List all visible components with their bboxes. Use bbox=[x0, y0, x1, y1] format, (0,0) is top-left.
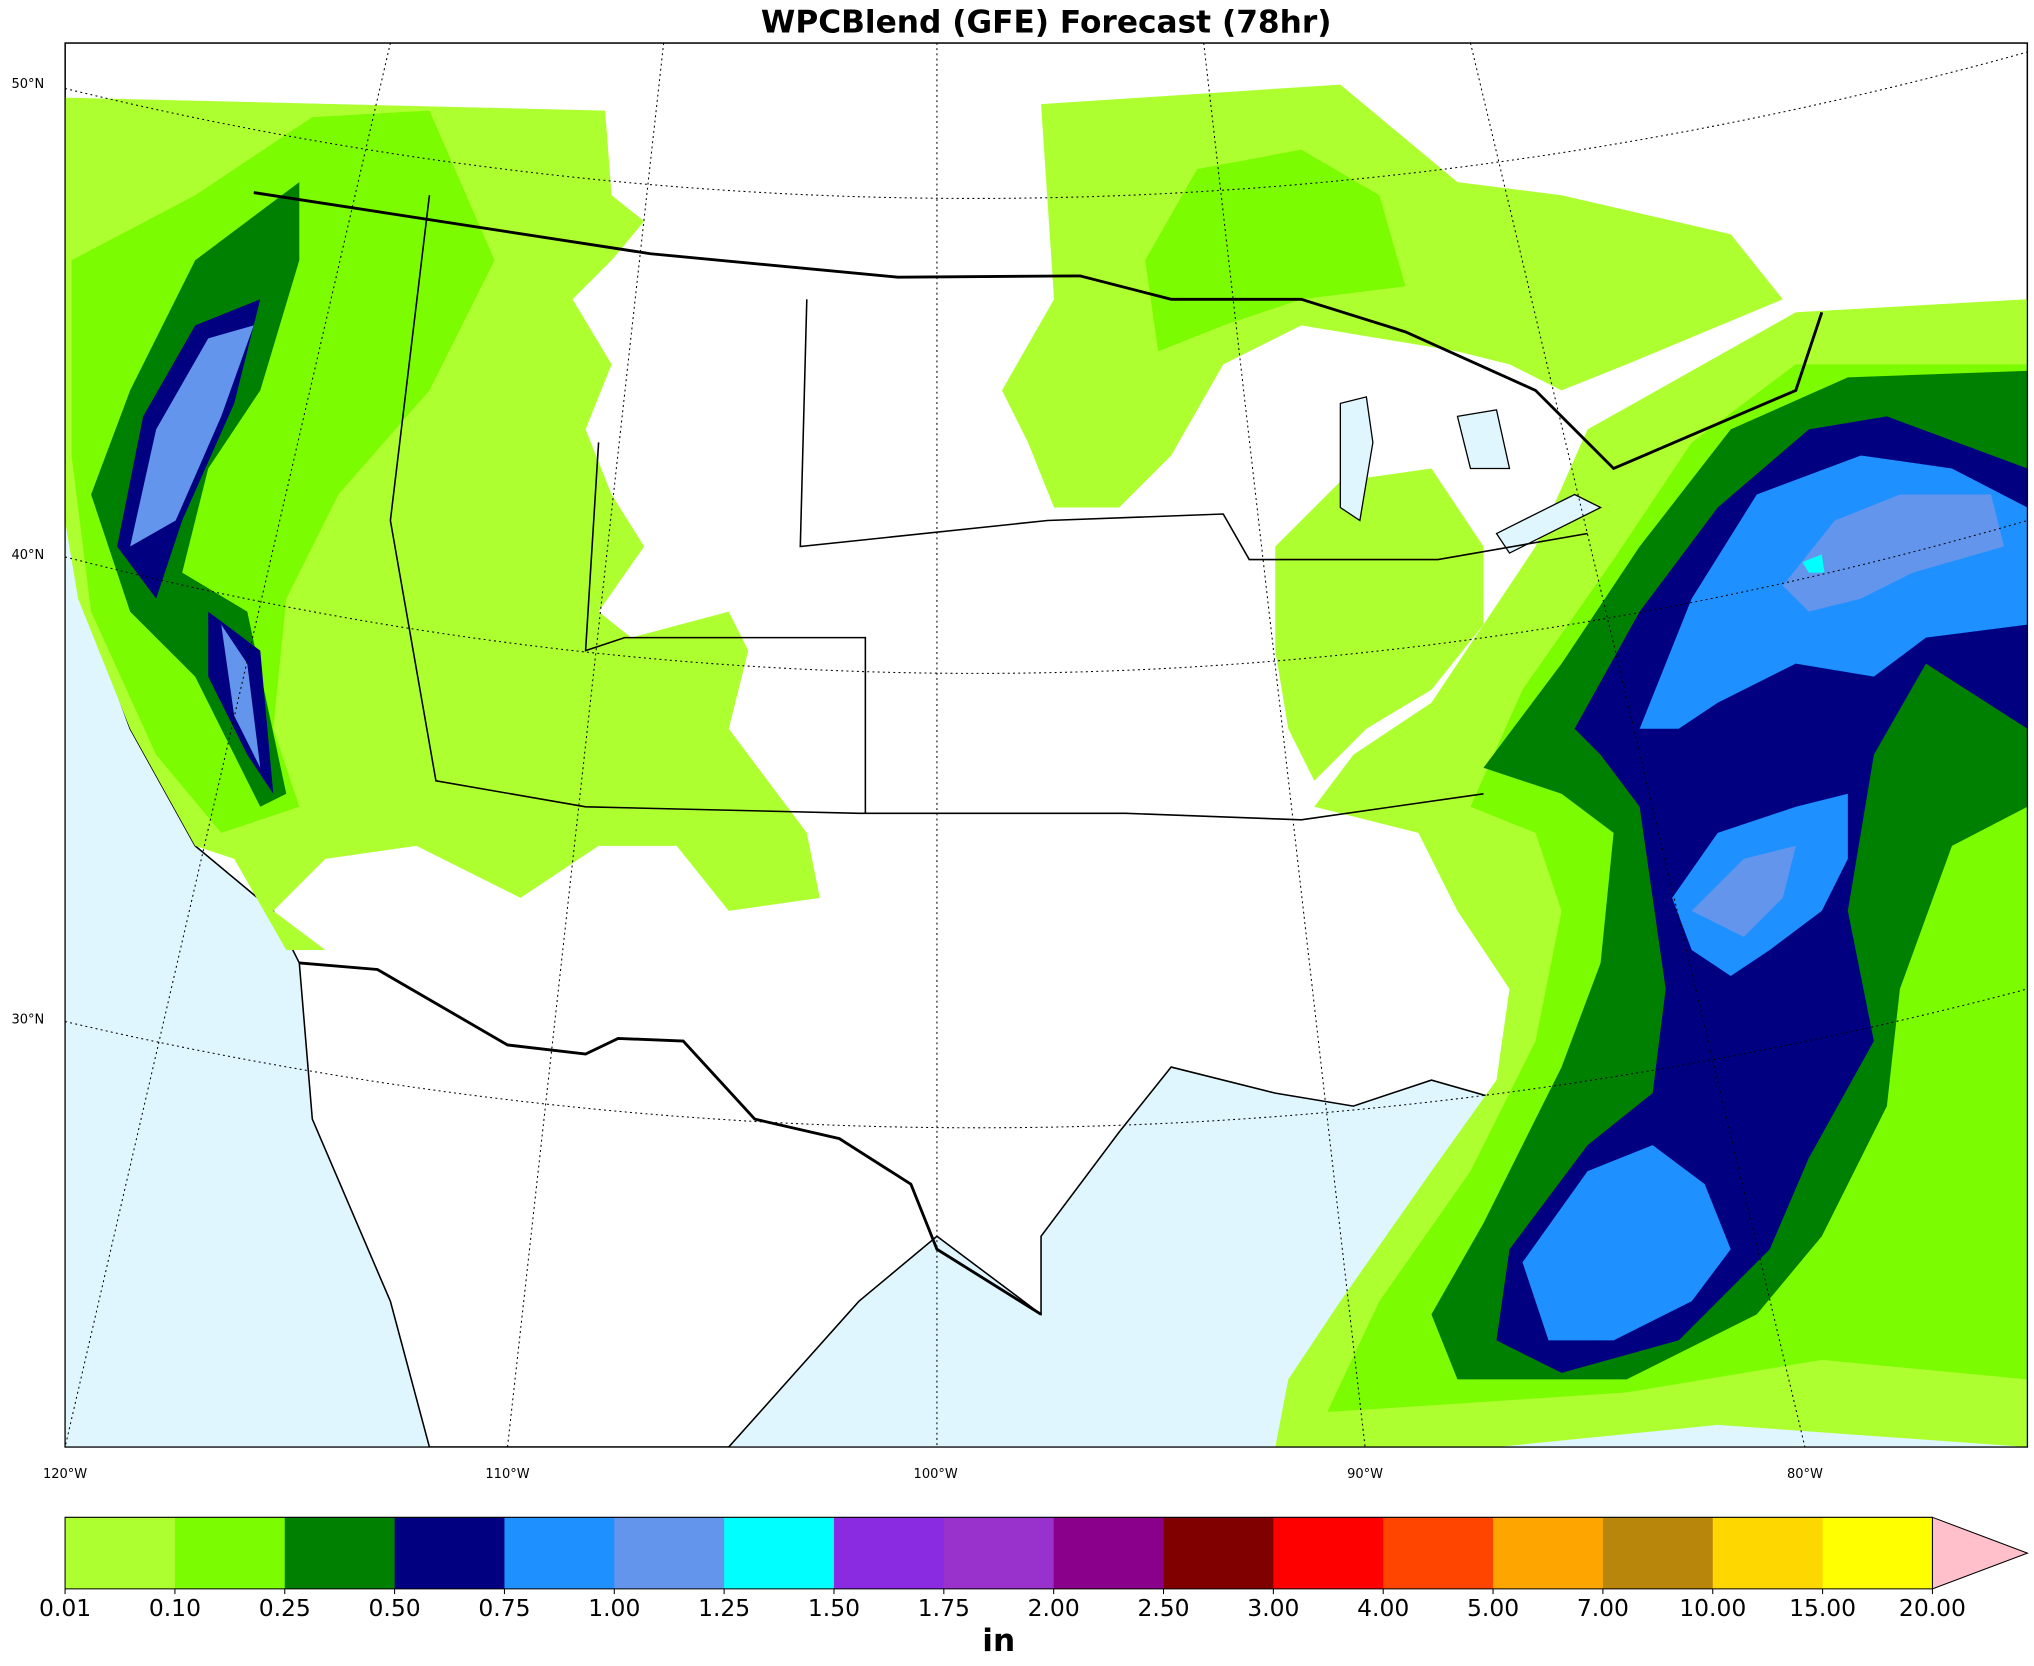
lon-label: 110°W bbox=[485, 1467, 529, 1482]
colorbar-bin bbox=[1163, 1517, 1275, 1589]
lon-label: 120°W bbox=[43, 1467, 87, 1482]
colorbar-label: in bbox=[982, 1623, 1015, 1659]
colorbar-tick-label: 20.00 bbox=[1899, 1594, 1966, 1622]
lat-label: 40°N bbox=[11, 548, 44, 563]
colorbar-bin bbox=[1822, 1517, 1934, 1589]
lon-label: 100°W bbox=[914, 1467, 958, 1482]
map-frame bbox=[64, 42, 2029, 1448]
colorbar-tick-label: 4.00 bbox=[1357, 1594, 1409, 1622]
colorbar-bin bbox=[174, 1517, 286, 1589]
colorbar-bin bbox=[394, 1517, 506, 1589]
colorbar-tick-label: 10.00 bbox=[1679, 1594, 1746, 1622]
colorbar-bin bbox=[1493, 1517, 1604, 1589]
lat-label: 50°N bbox=[11, 77, 44, 92]
colorbar-bin bbox=[724, 1517, 835, 1589]
colorbar-tick-label: 0.01 bbox=[39, 1594, 91, 1622]
colorbar-tick-label: 1.75 bbox=[918, 1594, 970, 1622]
colorbar-frame bbox=[64, 1516, 1933, 1590]
lon-label: 80°W bbox=[1787, 1467, 1823, 1482]
graticule bbox=[65, 42, 2028, 1448]
colorbar-tick-label: 2.50 bbox=[1137, 1594, 1189, 1622]
colorbar-tick-label: 7.00 bbox=[1577, 1594, 1629, 1622]
colorbar-tick-label: 0.25 bbox=[259, 1594, 311, 1622]
colorbar-bin bbox=[833, 1517, 945, 1589]
colorbar-tick-label: 0.50 bbox=[369, 1594, 421, 1622]
title: WPCBlend (GFE) Forecast (78hr) bbox=[761, 4, 1332, 40]
precip-west bbox=[65, 97, 820, 950]
colorbar-tick-label: 0.10 bbox=[149, 1594, 201, 1622]
colorbar-bin bbox=[1712, 1517, 1824, 1589]
colorbar-bin bbox=[1383, 1517, 1494, 1589]
lakes bbox=[1339, 396, 1603, 554]
colorbar-bin bbox=[943, 1517, 1055, 1589]
borders bbox=[253, 191, 1824, 1316]
colorbar-tick-label: 0.75 bbox=[478, 1594, 530, 1622]
colorbar-bin bbox=[614, 1517, 725, 1589]
colorbar-tick-label: 1.25 bbox=[698, 1594, 750, 1622]
map bbox=[65, 42, 2028, 1448]
colorbar-tick-label: 2.00 bbox=[1028, 1594, 1080, 1622]
colorbar-bin bbox=[1273, 1517, 1384, 1589]
colorbar-bin bbox=[1602, 1517, 1714, 1589]
colorbar-bin bbox=[1053, 1517, 1165, 1589]
colorbar-bin bbox=[504, 1517, 615, 1589]
lon-label: 90°W bbox=[1347, 1467, 1383, 1482]
colorbar-tick-label: 5.00 bbox=[1467, 1594, 1519, 1622]
colorbar-extend bbox=[1931, 1516, 2029, 1590]
colorbar-tick-label: 1.00 bbox=[588, 1594, 640, 1622]
colorbar-tick-label: 15.00 bbox=[1789, 1594, 1856, 1622]
colorbar-bin bbox=[65, 1517, 176, 1589]
precip-east bbox=[1275, 299, 2028, 1448]
colorbar-tick-label: 3.00 bbox=[1247, 1594, 1299, 1622]
colorbar-bin bbox=[284, 1517, 396, 1589]
colorbar-tick-label: 1.50 bbox=[808, 1594, 860, 1622]
lat-label: 30°N bbox=[11, 1013, 44, 1028]
precip-north bbox=[1002, 84, 1783, 781]
